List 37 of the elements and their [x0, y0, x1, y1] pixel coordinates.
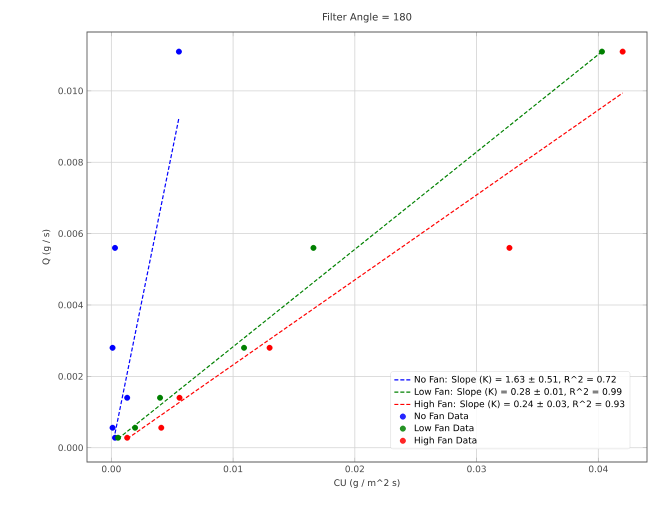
- point: [176, 48, 182, 55]
- point: [598, 48, 605, 55]
- point: [157, 394, 164, 401]
- point: [110, 344, 116, 351]
- x-tick-label: 0.01: [224, 466, 242, 472]
- x-tick-label: 0.00: [102, 466, 121, 472]
- point: [132, 424, 138, 431]
- legend-label: High Fan Data: [414, 436, 476, 446]
- y-tick-label: 0.002: [58, 372, 83, 380]
- y-tick-label: 0.008: [58, 158, 83, 166]
- point: [620, 48, 626, 55]
- legend-label: Low Fan Data: [414, 424, 474, 432]
- x-tick-label: 0.02: [345, 466, 364, 472]
- legend-label: No Fan Data: [414, 412, 468, 420]
- point: [266, 344, 273, 351]
- y-tick-label: 0.010: [58, 87, 83, 94]
- y-tick-label: 0.000: [58, 444, 83, 452]
- x-axis-title: CU (g / m^2 s): [334, 479, 400, 488]
- x-tick-label: 0.03: [467, 466, 486, 472]
- y-tick-label: 0.006: [58, 230, 83, 238]
- point: [310, 244, 316, 251]
- x-tick-label: 0.04: [588, 466, 608, 472]
- point: [176, 394, 183, 401]
- point: [158, 424, 164, 431]
- point: [506, 244, 512, 251]
- point: [124, 434, 130, 441]
- point: [110, 424, 116, 431]
- point: [115, 434, 122, 441]
- point: [112, 244, 118, 251]
- point: [241, 344, 248, 351]
- legend-label: High Fan: Slope (K) = 0.24 ± 0.03, R^2 = 0.93: [414, 400, 624, 409]
- legend-label: No Fan: Slope (K) = 1.63 ± 0.51, R^2 = 0.72: [414, 376, 616, 384]
- legend-label: Low Fan: Slope (K) = 0.28 ± 0.01, R^2 = 0.99: [414, 388, 622, 397]
- y-axis-title: Q (g / s): [42, 230, 51, 264]
- point: [124, 394, 130, 401]
- chart-title: Filter Angle = 180: [323, 12, 412, 23]
- y-tick-label: 0.004: [58, 302, 83, 308]
